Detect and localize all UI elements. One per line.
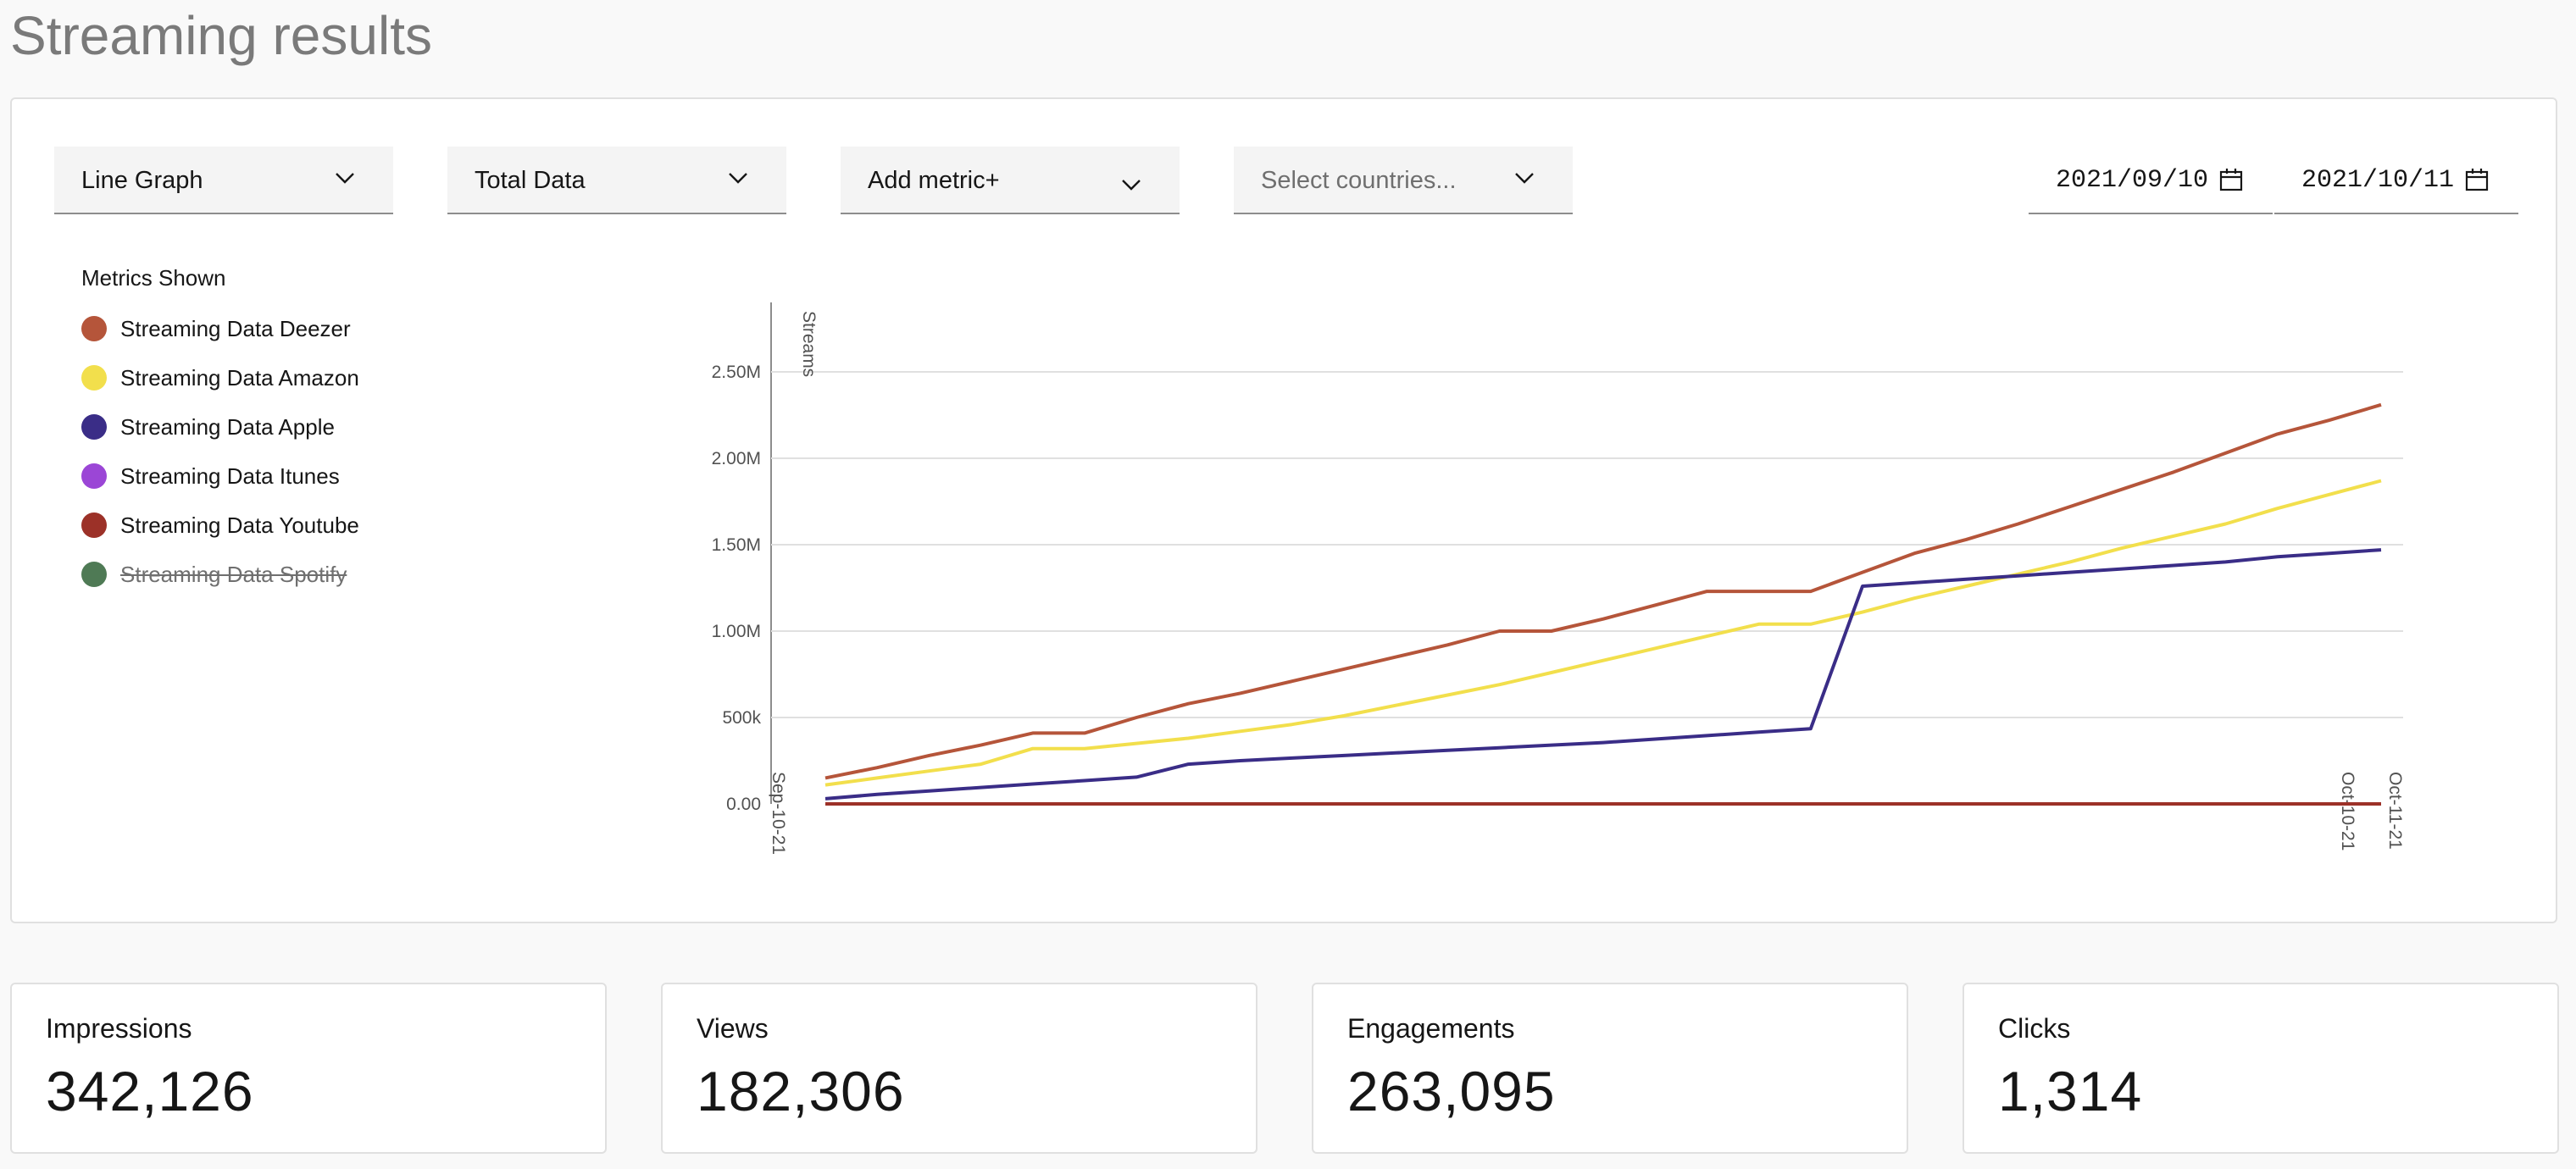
clicks-value: 1,314 (1998, 1060, 2143, 1122)
impressions-card: Impressions 342,126 (10, 983, 607, 1154)
countries-dropdown[interactable]: Select countries... (1234, 147, 1573, 214)
chart-type-dropdown[interactable]: Line Graph (54, 147, 393, 214)
end-date-input[interactable]: 2021/10/11 (2274, 147, 2518, 214)
views-value: 182,306 (697, 1060, 905, 1122)
start-date-input[interactable]: 2021/09/10 (2029, 147, 2273, 214)
add-metric-dropdown[interactable]: Add metric+ (841, 147, 1180, 214)
chevron-down-icon (336, 173, 354, 184)
start-date-value: 2021/09/10 (2056, 166, 2209, 195)
data-scope-value: Total Data (475, 167, 586, 194)
chart-panel: Line Graph Total Data Add metric+ Select… (10, 97, 2557, 923)
legend-label: Streaming Data Youtube (120, 512, 359, 538)
legend-title: Metrics Shown (81, 265, 226, 291)
x-tick-label: Oct-11-21 (2385, 772, 2405, 850)
chart-type-value: Line Graph (81, 167, 203, 194)
series-line-streaming-data-deezer (824, 402, 2382, 780)
x-tick-label: Sep-10-21 (769, 772, 788, 855)
end-date-value: 2021/10/11 (2301, 166, 2455, 195)
legend-swatch (81, 512, 107, 538)
legend-label: Streaming Data Apple (120, 414, 335, 440)
chevron-down-icon (1515, 173, 1534, 184)
chevron-down-icon (729, 173, 747, 184)
add-metric-label: Add metric+ (868, 167, 1000, 194)
countries-placeholder: Select countries... (1261, 167, 1457, 194)
impressions-label: Impressions (46, 1013, 192, 1044)
data-scope-dropdown[interactable]: Total Data (447, 147, 786, 214)
legend-swatch (81, 316, 107, 341)
legend-swatch (81, 365, 107, 391)
chevron-down-icon (1122, 180, 1141, 191)
series-line-streaming-data-apple (824, 548, 2382, 801)
y-axis-title: Streams (799, 311, 819, 377)
calendar-icon[interactable] (2464, 167, 2490, 192)
legend-label: Streaming Data Amazon (120, 365, 359, 391)
engagements-card: Engagements 263,095 (1312, 983, 1908, 1154)
y-tick-label: 2.00M (712, 449, 761, 468)
clicks-card: Clicks 1,314 (1963, 983, 2559, 1154)
y-tick-label: 1.50M (712, 535, 761, 555)
views-label: Views (697, 1013, 769, 1044)
clicks-label: Clicks (1998, 1013, 2071, 1044)
legend-label: Streaming Data Deezer (120, 316, 351, 341)
y-tick-label: 1.00M (712, 622, 761, 641)
engagements-value: 263,095 (1347, 1060, 1556, 1122)
calendar-icon[interactable] (2218, 167, 2244, 192)
legend-label: Streaming Data Itunes (120, 463, 340, 489)
x-tick-label: Oct-10-21 (2338, 772, 2357, 850)
y-tick-label: 0.00 (726, 795, 761, 814)
page-title: Streaming results (10, 5, 432, 66)
y-tick-label: 2.50M (712, 363, 761, 382)
impressions-value: 342,126 (46, 1060, 254, 1122)
legend-swatch (81, 414, 107, 440)
line-chart: 0.00 500k 1.00M 1.50M 2.00M 2.50M Streams Sep-1… (712, 302, 2405, 855)
legend-label: Streaming Data Spotify (120, 562, 347, 587)
views-card: Views 182,306 (661, 983, 1257, 1154)
legend-swatch (81, 463, 107, 489)
legend-swatch (81, 562, 107, 587)
series-line-streaming-data-amazon (824, 479, 2382, 787)
engagements-label: Engagements (1347, 1013, 1515, 1044)
y-tick-label: 500k (722, 708, 761, 728)
